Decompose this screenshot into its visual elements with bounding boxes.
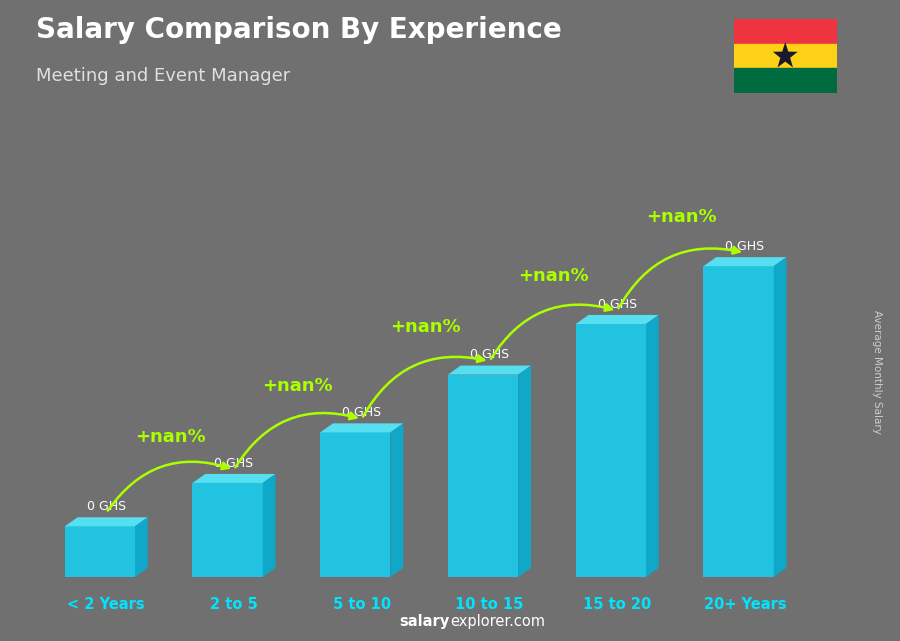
Text: 10 to 15: 10 to 15 (455, 597, 524, 612)
Polygon shape (65, 526, 135, 577)
Text: +nan%: +nan% (263, 377, 333, 395)
Text: 5 to 10: 5 to 10 (333, 597, 391, 612)
Text: 0 GHS: 0 GHS (214, 456, 254, 470)
Polygon shape (704, 266, 774, 577)
Polygon shape (320, 433, 391, 577)
Text: < 2 Years: < 2 Years (68, 597, 145, 612)
Text: Meeting and Event Manager: Meeting and Event Manager (36, 67, 290, 85)
Polygon shape (193, 474, 275, 483)
Polygon shape (773, 42, 797, 67)
Text: 0 GHS: 0 GHS (470, 348, 509, 362)
Text: +nan%: +nan% (518, 267, 589, 285)
Polygon shape (576, 324, 646, 577)
Polygon shape (704, 257, 787, 266)
Polygon shape (193, 483, 263, 577)
Text: +nan%: +nan% (646, 208, 716, 226)
Polygon shape (576, 315, 659, 324)
Text: 0 GHS: 0 GHS (725, 240, 764, 253)
Text: 2 to 5: 2 to 5 (210, 597, 258, 612)
Polygon shape (65, 517, 148, 526)
Polygon shape (448, 365, 531, 374)
Polygon shape (774, 257, 787, 577)
Text: +nan%: +nan% (391, 319, 461, 337)
Polygon shape (518, 365, 531, 577)
Text: salary: salary (400, 615, 450, 629)
Text: Salary Comparison By Experience: Salary Comparison By Experience (36, 16, 562, 44)
Polygon shape (320, 423, 403, 433)
Text: 15 to 20: 15 to 20 (583, 597, 652, 612)
Polygon shape (448, 374, 518, 577)
Text: 0 GHS: 0 GHS (598, 297, 637, 311)
Text: +nan%: +nan% (135, 428, 205, 446)
Text: 20+ Years: 20+ Years (704, 597, 787, 612)
Bar (734, 69, 837, 93)
Text: 0 GHS: 0 GHS (342, 406, 382, 419)
Text: Average Monthly Salary: Average Monthly Salary (872, 310, 883, 434)
Bar (734, 44, 837, 69)
Text: explorer.com: explorer.com (450, 615, 545, 629)
Polygon shape (391, 423, 403, 577)
Polygon shape (135, 517, 148, 577)
Bar (734, 19, 837, 44)
Polygon shape (263, 474, 275, 577)
Text: 0 GHS: 0 GHS (86, 500, 126, 513)
Polygon shape (646, 315, 659, 577)
